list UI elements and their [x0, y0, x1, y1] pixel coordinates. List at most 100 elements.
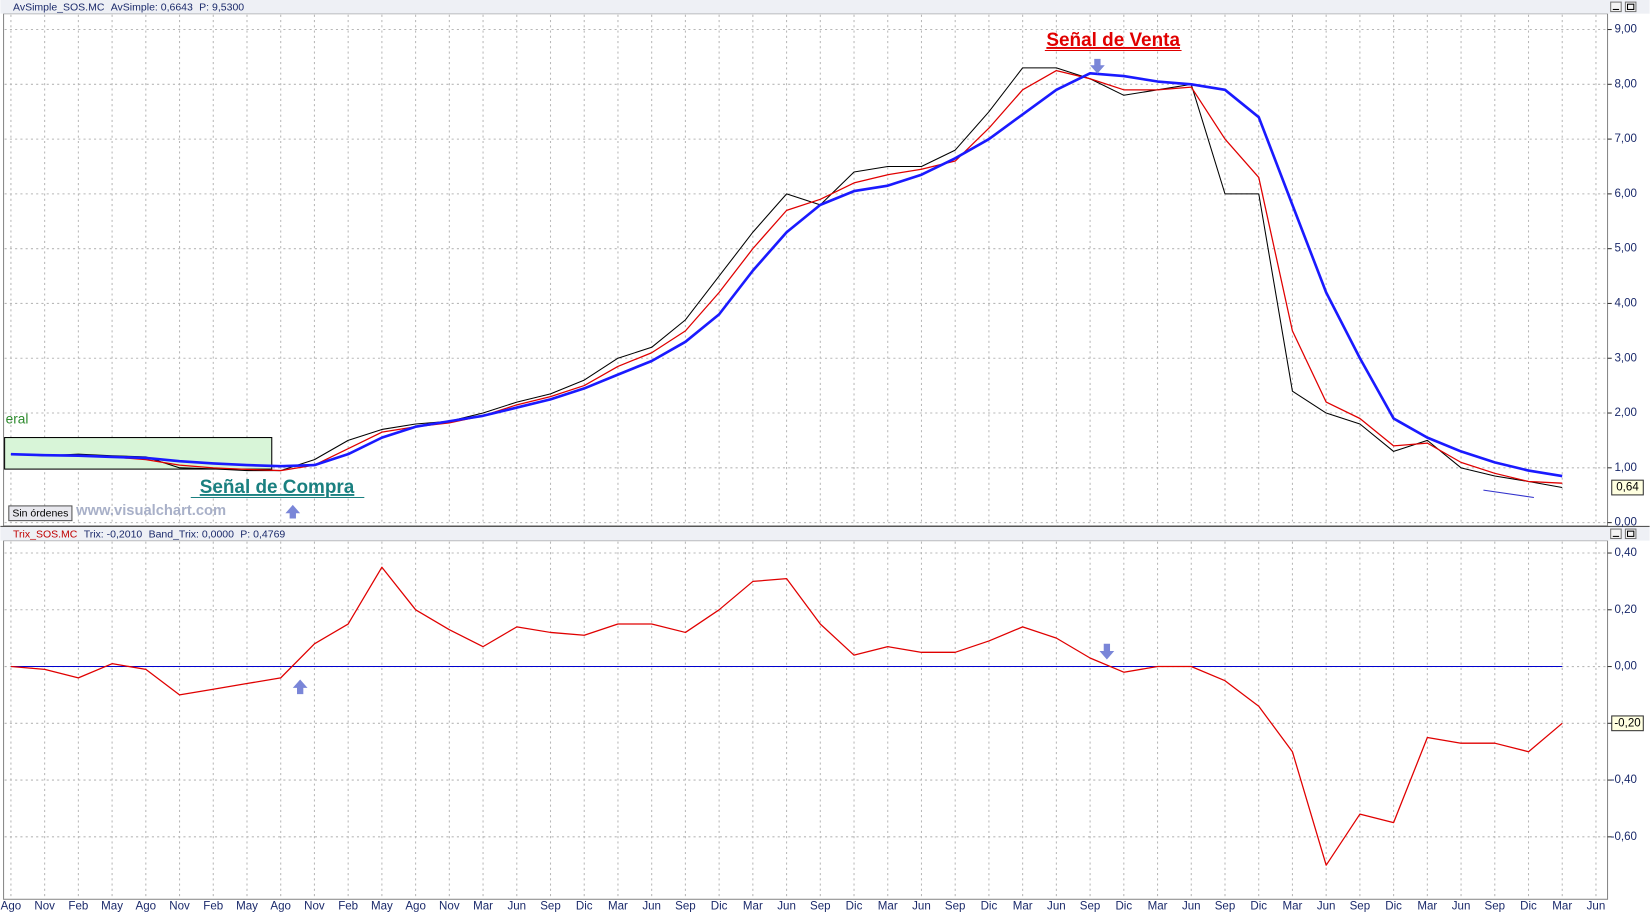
x-tick-label: Jun [912, 901, 931, 913]
x-tick-label: Mar [473, 901, 493, 913]
x-tick-label: Dic [1520, 901, 1537, 913]
x-tick-label: Nov [169, 901, 190, 913]
highlight-box [4, 437, 273, 470]
x-tick-label: Jun [1317, 901, 1336, 913]
y-tick-label: 2,00 [1614, 407, 1636, 419]
x-tick-label: Jun [777, 901, 796, 913]
lines [10, 67, 1563, 866]
header-item: Trix: -0,2010 [84, 528, 143, 540]
x-tick-label: Jun [1182, 901, 1201, 913]
x-tick-label: Sep [945, 901, 966, 913]
minimize-button[interactable] [1610, 528, 1622, 540]
x-tick-label: Feb [338, 901, 358, 913]
x-tick-label: Sep [1350, 901, 1371, 913]
x-tick-label: Sep [1215, 901, 1236, 913]
x-tick-label: Jun [642, 901, 661, 913]
series-line [10, 71, 1563, 478]
x-tick-label: Mar [608, 901, 628, 913]
x-tick-label: Mar [878, 901, 898, 913]
minimize-button[interactable] [1610, 1, 1622, 13]
x-tick-label: Mar [743, 901, 763, 913]
x-tick-label: Dic [981, 901, 998, 913]
header-item: Trix_SOS.MC [13, 528, 78, 540]
buy-arrow [292, 679, 308, 695]
trend-line [1483, 489, 1534, 499]
x-tick-label: Sep [675, 901, 696, 913]
x-tick-label: Dic [1385, 901, 1402, 913]
buy-arrow [285, 504, 301, 519]
last-value-label: 0,64 [1616, 482, 1639, 494]
x-tick-label: Sep [1485, 901, 1506, 913]
y-tick-label: 0,00 [1614, 517, 1636, 529]
annotation: Señal de Compra [200, 477, 355, 498]
x-tick-label: Feb [203, 901, 223, 913]
y-tick-label: 4,00 [1614, 298, 1636, 310]
x-tick-label: Mar [1148, 901, 1168, 913]
status-text: Sin órdenes [12, 508, 68, 520]
x-tick-label: Dic [1250, 901, 1267, 913]
y-tick-label: 5,00 [1614, 243, 1636, 255]
status-button[interactable] [8, 505, 73, 522]
icon [1626, 3, 1635, 10]
last-value-box [1611, 715, 1644, 732]
x-tick-label: Ago [136, 901, 157, 913]
x-tick-label: May [371, 901, 393, 913]
y-tick-label: -0,60 [1611, 831, 1637, 843]
x-tick-label: Jun [1047, 901, 1066, 913]
series-line [10, 69, 1563, 484]
x-tick-label: Sep [810, 901, 831, 913]
x-tick-label: Feb [68, 901, 88, 913]
header-item: P: 0,4769 [240, 528, 285, 540]
y-tick-label: 0,20 [1614, 604, 1636, 616]
x-tick-label: Dic [1115, 901, 1132, 913]
trix-header: Trix_SOS.MC Trix: -0,2010 Band_Trix: 0,000… [13, 528, 285, 540]
axes: Ago Nov Feb May Ago Nov Feb May Ago Nov Feb May Ago N… [1, 24, 1644, 913]
x-tick-label: Dic [846, 901, 863, 913]
x-tick-label: Dic [576, 901, 593, 913]
watermark: www.visualchart.com [75, 503, 226, 519]
maximize-button[interactable] [1624, 1, 1637, 13]
y-tick-label: 0,40 [1614, 547, 1636, 559]
y-tick-label: 8,00 [1614, 78, 1636, 90]
header-item: AvSimple_SOS.MC [13, 1, 105, 13]
y-tick-label: 9,00 [1614, 24, 1636, 36]
header-item: AvSimple: 0,6643 [111, 1, 193, 13]
series-line [10, 566, 1563, 866]
last-value-label: -0,20 [1614, 717, 1640, 729]
x-tick-label: Nov [439, 901, 460, 913]
x-tick-label: Mar [1417, 901, 1437, 913]
trix-header-bar [0, 526, 1650, 541]
sell-arrow [1090, 58, 1105, 74]
x-tick-label: Nov [304, 901, 325, 913]
y-tick-label: 6,00 [1614, 188, 1636, 200]
x-tick-label: Sep [1080, 901, 1101, 913]
x-tick-label: Ago [1, 901, 22, 913]
icon [1626, 530, 1635, 537]
x-tick-label: Mar [1013, 901, 1033, 913]
y-tick-label: 0,00 [1614, 661, 1636, 673]
x-tick-label: Jun [507, 901, 526, 913]
y-tick-label: -0,40 [1611, 774, 1637, 786]
x-tick-label: Sep [540, 901, 561, 913]
x-tick-label: May [236, 901, 258, 913]
price-header-bar [0, 0, 1650, 14]
x-tick-label: Mar [1282, 901, 1302, 913]
y-tick-label: 1,00 [1614, 462, 1636, 474]
x-tick-label: Ago [270, 901, 291, 913]
x-tick-label: Jun [1452, 901, 1471, 913]
last-value-box [1611, 479, 1644, 496]
x-tick-label: Ago [405, 901, 426, 913]
maximize-button[interactable] [1624, 528, 1637, 540]
x-tick-label: Mar [1552, 901, 1572, 913]
y-tick-label: 7,00 [1614, 133, 1636, 145]
x-tick-label: Jun [1587, 901, 1606, 913]
sell-arrow [1099, 643, 1115, 660]
y-tick-label: 3,00 [1614, 352, 1636, 364]
window-buttons[interactable] [1610, 1, 1637, 540]
header-item: P: 9,5300 [199, 1, 244, 13]
x-tick-label: Nov [34, 901, 55, 913]
x-tick-label: Dic [711, 901, 728, 913]
x-tick-label: May [101, 901, 123, 913]
